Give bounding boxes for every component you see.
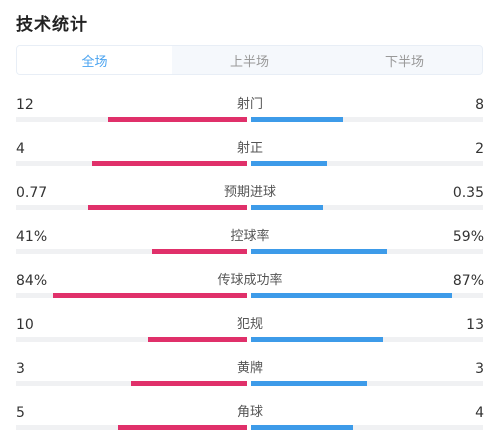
page-title: 技术统计 [16,15,88,35]
home-value: 12 [16,97,34,113]
home-bar [118,425,247,430]
away-bar [251,249,387,254]
away-value: 0.35 [452,185,484,201]
stat-row-fouls: 10 犯规 13 [0,316,500,360]
stat-label: 传球成功率 [217,273,283,288]
stat-row-shots: 12 射门 8 [0,96,500,140]
away-value: 87% [452,273,484,289]
away-bar [251,117,343,122]
home-value: 5 [16,405,25,421]
away-bar-track [251,161,483,166]
away-bar [251,425,353,430]
tab-second-half[interactable]: 下半场 [384,54,424,70]
away-bar [251,161,327,166]
stat-row-corners: 5 角球 4 [0,404,500,448]
away-bar-track [251,425,483,430]
home-bar [148,337,247,342]
home-value: 84% [16,273,48,289]
stat-label: 射正 [236,141,263,156]
away-bar [251,205,323,210]
home-bar-track [16,337,247,342]
home-value: 10 [16,317,34,333]
away-bar-track [251,205,483,210]
home-bar [92,161,247,166]
away-bar-track [251,381,483,386]
stat-label: 射门 [236,97,263,112]
away-value: 13 [466,317,484,333]
away-bar [251,337,383,342]
home-bar [152,249,247,254]
stat-label: 犯规 [236,317,263,332]
stat-row-possession: 41% 控球率 59% [0,228,500,272]
stat-label: 角球 [236,405,263,420]
away-value: 59% [452,229,484,245]
away-value: 8 [475,97,484,113]
home-bar [88,205,247,210]
away-value: 3 [475,361,484,377]
home-bar [53,293,247,298]
tab-first-half[interactable]: 上半场 [229,54,269,70]
home-value: 41% [16,229,48,245]
stat-row-pass-accuracy: 84% 传球成功率 87% [0,272,500,316]
home-bar [131,381,247,386]
home-bar-track [16,249,247,254]
home-value: 0.77 [16,185,48,201]
home-value: 3 [16,361,25,377]
tab-full-match[interactable]: 全场 [17,46,172,74]
stat-label: 黄牌 [236,361,263,376]
stat-label: 预期进球 [223,185,276,200]
stat-label: 控球率 [230,229,270,244]
stat-row-expected-goals: 0.77 预期进球 0.35 [0,184,500,228]
home-value: 4 [16,141,25,157]
stat-row-yellow-cards: 3 黄牌 3 [0,360,500,404]
away-value: 2 [475,141,484,157]
away-bar-track [251,117,483,122]
away-bar [251,293,452,298]
stat-row-shots-on-target: 4 射正 2 [0,140,500,184]
away-bar [251,381,367,386]
period-tabs: 全场 上半场 下半场 [16,45,483,75]
home-bar [108,117,247,122]
away-value: 4 [475,405,484,421]
